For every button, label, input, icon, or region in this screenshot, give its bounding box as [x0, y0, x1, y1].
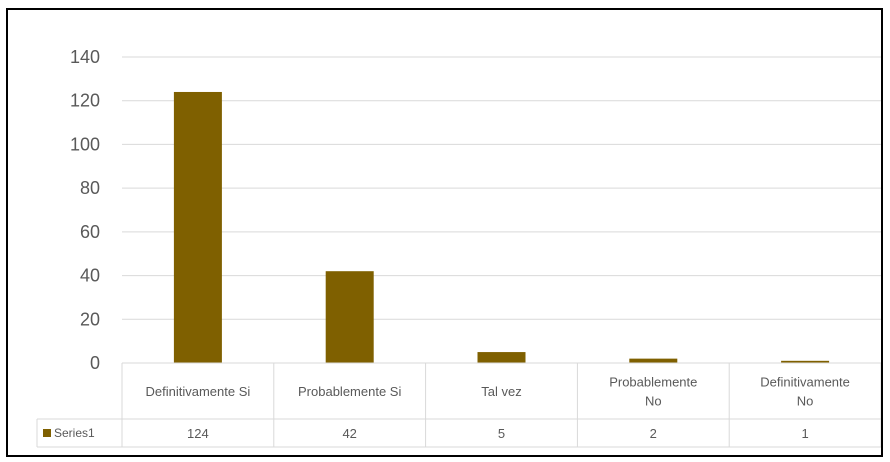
bar [173, 91, 222, 363]
gridlines [122, 56, 881, 320]
category-label: No [645, 394, 662, 409]
y-tick-label: 0 [90, 353, 100, 373]
data-table-value: 5 [498, 426, 505, 441]
data-table-value: 42 [342, 426, 356, 441]
y-tick-label: 40 [80, 266, 100, 286]
y-tick-label: 120 [70, 91, 100, 111]
chart-frame: 0 20 40 60 80 100 120 140 Definitivamente Si Pro… [6, 8, 883, 457]
bar [629, 358, 678, 363]
y-axis-tick-labels: 0 20 40 60 80 100 120 140 [70, 47, 100, 373]
bar [781, 360, 830, 363]
data-table-value: 2 [650, 426, 657, 441]
bars [173, 91, 830, 363]
bar-chart: 0 20 40 60 80 100 120 140 Definitivamente Si Pro… [36, 47, 881, 448]
data-table-value: 1 [801, 426, 808, 441]
y-tick-label: 20 [80, 309, 100, 329]
category-label: No [797, 394, 814, 409]
bar [477, 352, 526, 363]
legend-series-name: Series1 [54, 426, 95, 440]
data-table: Definitivamente Si Probablemente Si Tal ve… [36, 362, 881, 448]
legend-swatch [43, 429, 51, 437]
category-label: Probablemente [609, 375, 697, 390]
category-label: Definitivamente [760, 375, 850, 390]
bar [325, 271, 374, 363]
y-tick-label: 100 [70, 134, 100, 154]
category-label: Tal vez [481, 384, 521, 399]
y-tick-label: 140 [70, 47, 100, 67]
data-table-value: 124 [187, 426, 209, 441]
category-label: Probablemente Si [298, 384, 401, 399]
y-tick-label: 60 [80, 222, 100, 242]
category-label: Definitivamente Si [146, 384, 251, 399]
y-tick-label: 80 [80, 178, 100, 198]
